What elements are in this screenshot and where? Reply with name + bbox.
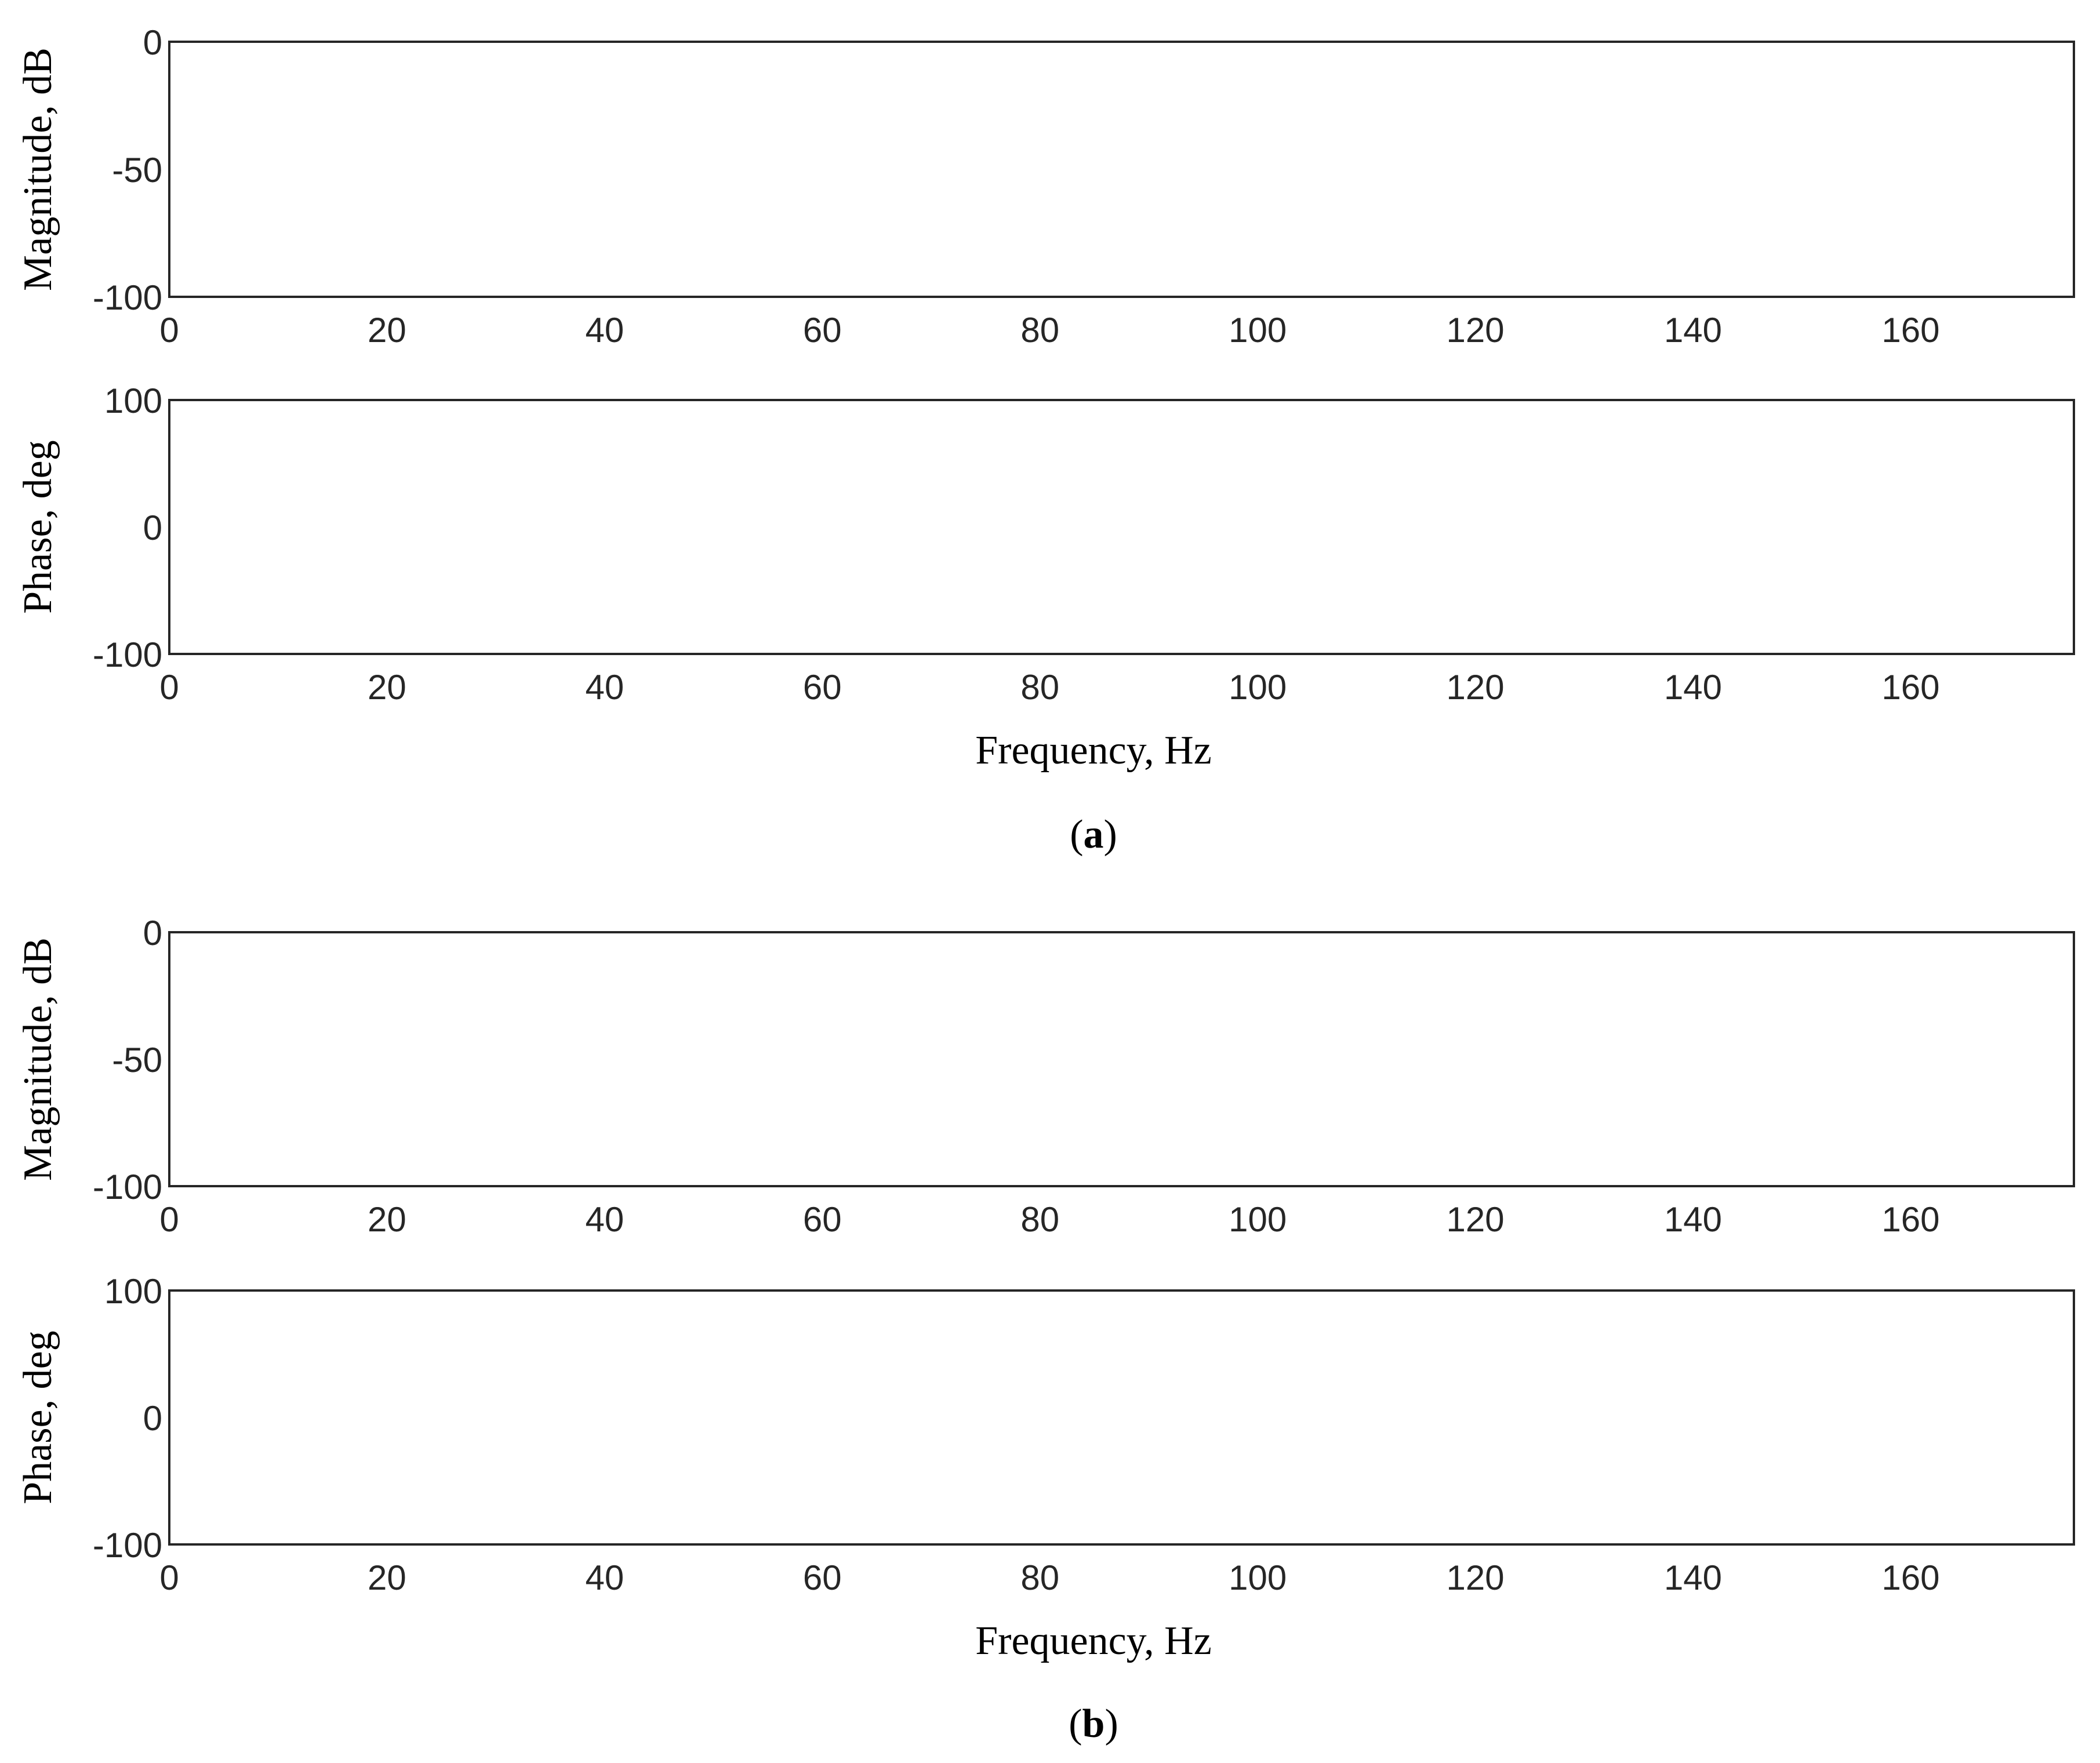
x-tick-label: 160 (1881, 668, 1939, 707)
y-tick-label: -50 (112, 1041, 162, 1079)
y-tick-labels: -100 -50 0 (93, 914, 162, 1206)
x-tick-label: 0 (159, 1200, 179, 1239)
y-tick-label: -100 (93, 1526, 162, 1565)
x-tick-label: 20 (368, 668, 406, 707)
x-tick-labels: 0 20 40 60 80 100 120 140 160 (159, 668, 1939, 707)
x-tick-label: 100 (1229, 1558, 1287, 1597)
y-tick-label: 0 (143, 1399, 162, 1438)
plot-b-magnitude: 0 20 40 60 80 100 120 140 160 -100 -50 0 Magnitude… (16, 914, 2075, 1239)
x-axis-label-a: Frequency, Hz (975, 728, 1212, 773)
axes-frame (168, 1289, 2075, 1546)
x-tick-label: 60 (803, 1200, 842, 1239)
x-tick-label: 20 (368, 311, 406, 350)
x-axis-label-b: Frequency, Hz (975, 1619, 1212, 1663)
x-tick-label: 160 (1881, 1200, 1939, 1239)
y-tick-labels: -100 -50 0 (93, 23, 162, 317)
y-tick-label: 100 (104, 1272, 162, 1311)
y-tick-label: -100 (93, 278, 162, 317)
y-tick-label: 100 (104, 381, 162, 420)
x-tick-label: 60 (803, 311, 842, 350)
x-tick-label: 0 (159, 311, 179, 350)
x-tick-label: 120 (1447, 1200, 1505, 1239)
x-tick-labels: 0 20 40 60 80 100 120 140 160 (159, 1558, 1939, 1597)
x-tick-label: 40 (585, 1558, 624, 1597)
panel-letter-a: a (1084, 812, 1104, 857)
y-tick-label: 0 (143, 914, 162, 953)
x-tick-label: 40 (585, 311, 624, 350)
x-tick-label: 120 (1447, 668, 1505, 707)
x-tick-label: 80 (1020, 311, 1059, 350)
y-axis-label: Magnitude, dB (16, 48, 60, 291)
axes-frame (168, 931, 2075, 1187)
y-tick-label: 0 (143, 508, 162, 547)
y-tick-label: -50 (112, 151, 162, 190)
axes-frame (168, 399, 2075, 655)
axes-frame (168, 41, 2075, 298)
x-tick-label: 140 (1664, 311, 1722, 350)
x-tick-label: 0 (159, 1558, 179, 1597)
x-tick-label: 120 (1447, 1558, 1505, 1597)
x-tick-label: 100 (1229, 1200, 1287, 1239)
y-tick-label: 0 (143, 23, 162, 62)
y-tick-labels: -100 0 100 (93, 381, 162, 674)
x-tick-label: 160 (1881, 1558, 1939, 1597)
x-tick-label: 0 (159, 668, 179, 707)
x-tick-label: 100 (1229, 668, 1287, 707)
x-tick-labels: 0 20 40 60 80 100 120 140 160 (159, 1200, 1939, 1239)
x-tick-label: 40 (585, 668, 624, 707)
x-tick-labels: 0 20 40 60 80 100 120 140 160 (159, 311, 1939, 350)
x-tick-label: 160 (1881, 311, 1939, 350)
panel-letter-b: b (1082, 1702, 1105, 1746)
x-tick-label: 120 (1447, 311, 1505, 350)
x-tick-label: 60 (803, 1558, 842, 1597)
panel-label-b: (b) (1069, 1702, 1118, 1746)
y-axis-label: Phase, deg (16, 1331, 60, 1504)
x-tick-label: 20 (368, 1558, 406, 1597)
x-tick-label: 140 (1664, 1558, 1722, 1597)
x-tick-label: 20 (368, 1200, 406, 1239)
y-axis-label: Magnitude, dB (16, 937, 60, 1181)
y-tick-label: -100 (93, 1168, 162, 1206)
x-tick-label: 140 (1664, 668, 1722, 707)
x-tick-label: 80 (1020, 1558, 1059, 1597)
y-axis-label: Phase, deg (16, 440, 60, 613)
y-tick-label: -100 (93, 635, 162, 674)
x-tick-label: 80 (1020, 668, 1059, 707)
panel-label-a: (a) (1070, 812, 1117, 857)
x-tick-label: 140 (1664, 1200, 1722, 1239)
y-tick-labels: -100 0 100 (93, 1272, 162, 1565)
x-tick-label: 80 (1020, 1200, 1059, 1239)
x-tick-label: 100 (1229, 311, 1287, 350)
x-tick-label: 60 (803, 668, 842, 707)
plot-a-magnitude: 0 20 40 60 80 100 120 140 160 -100 -50 0 Magnitude… (16, 23, 2075, 350)
x-tick-label: 40 (585, 1200, 624, 1239)
